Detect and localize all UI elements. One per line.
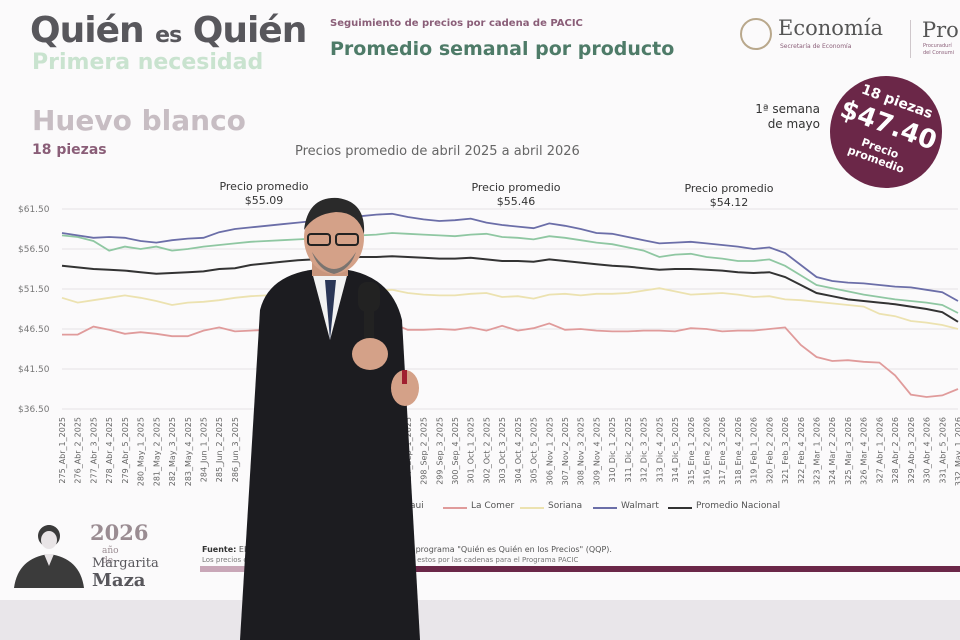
x-tick-label: 318_Ene_4_2026 — [734, 417, 743, 485]
x-tick-label: 310_Dic_1_2025 — [608, 417, 617, 483]
series-line-promedio-nacional — [61, 255, 959, 323]
x-tick-label: 332_May_1_2026 — [954, 417, 960, 486]
header-title: Promedio semanal por producto — [330, 38, 675, 60]
x-tick-label: 324_Mar_2_2026 — [828, 417, 837, 485]
brand-logo: Quién es Quién — [30, 10, 307, 51]
gov-second-sub: Procuradurí del Consumi — [923, 43, 954, 56]
x-tick-label: 280_May_1_2025 — [137, 417, 146, 486]
x-tick-label: 282_May_3_2025 — [168, 417, 177, 486]
x-tick-label: 299_Sep_3_2025 — [435, 417, 444, 485]
x-tick-label: 303_Oct_3_2025 — [498, 417, 507, 484]
floor — [0, 600, 960, 640]
series-line-soriana — [61, 287, 959, 330]
week-label: 1ª semana de mayo — [755, 102, 820, 131]
x-tick-label: 305_Oct_5_2025 — [530, 417, 539, 484]
x-tick-label: 304_Oct_4_2025 — [514, 417, 523, 484]
presentation-screen: Quién es Quién Primera necesidad Seguimi… — [14, 10, 960, 591]
y-tick-label: $61.50 — [18, 205, 50, 215]
header-subtitle: Seguimiento de precios por cadena de PAC… — [330, 18, 583, 29]
x-tick-label: 306_Nov_1_2025 — [545, 417, 554, 485]
x-tick-label: 278_Abr_4_2025 — [105, 417, 114, 484]
y-tick-label: $51.50 — [18, 285, 50, 295]
brand-subtitle: Primera necesidad — [32, 50, 264, 75]
x-tick-label: 302_Oct_2_2025 — [482, 417, 491, 484]
x-tick-label: 326_Mar_4_2026 — [860, 417, 869, 485]
x-tick-label: 281_May_2_2025 — [152, 417, 161, 486]
x-tick-label: 300_Sep_4_2025 — [451, 417, 460, 485]
footer-note: Los precios corr estos por las cadenas pa… — [202, 556, 579, 564]
y-tick-label: $56.50 — [18, 245, 50, 255]
product-pieces: 18 piezas — [32, 142, 107, 158]
average-annotation: Precio promedio $55.09 — [219, 180, 309, 207]
gov-name: Economía — [778, 16, 884, 40]
price-line-chart: $61.50 $56.50 $51.50 $46.50 $41.50 $36.50 275_… — [18, 205, 960, 486]
x-tick-label: 307_Nov_2_2025 — [561, 417, 570, 485]
x-tick-label: 277_Abr_3_2025 — [89, 417, 98, 484]
portrait-icon — [14, 525, 84, 588]
x-tick-label: 301_Oct_1_2025 — [467, 417, 476, 484]
x-tick-label: 317_Ene_3_2026 — [718, 417, 727, 485]
gov-second-name: Pro — [922, 18, 959, 42]
x-tick-label: 316_Ene_2_2026 — [702, 417, 711, 485]
y-tick-label: $36.50 — [18, 405, 50, 415]
series-line-chedraui — [61, 232, 959, 314]
chart-title: Precios promedio de abril 2025 a abril 2… — [295, 144, 580, 159]
x-tick-label: 276_Abr_2_2025 — [74, 417, 83, 484]
footer-bar — [200, 566, 960, 572]
gov-secretariat: Secretaría de Economía — [780, 43, 852, 50]
x-tick-label: 279_Abr_5_2025 — [121, 417, 130, 484]
product-name: Huevo blanco — [32, 104, 246, 137]
x-tick-label: 309_Nov_4_2025 — [592, 417, 601, 485]
x-tick-label: 325_Mar_3_2026 — [844, 417, 853, 485]
x-tick-label: 308_Nov_3_2025 — [577, 417, 586, 485]
x-tick-label: 311_Dic_2_2025 — [624, 417, 633, 483]
average-annotation: Precio promedio $55.46 — [471, 181, 561, 208]
x-tick-label: 330_Abr_4_2026 — [923, 417, 932, 484]
y-tick-label: $41.50 — [18, 365, 50, 375]
x-tick-label: 275_Abr_1_2025 — [58, 417, 67, 484]
x-tick-label: 319_Feb_1_2026 — [750, 417, 759, 484]
x-tick-label: 328_Abr_2_2026 — [891, 417, 900, 484]
average-annotation: Precio promedio $54.12 — [684, 182, 774, 209]
x-tick-label: 331_Abr_5_2026 — [938, 417, 947, 484]
x-tick-label: 322_Feb_4_2026 — [797, 417, 806, 484]
x-tick-label: 283_May_4_2025 — [184, 417, 193, 486]
x-tick-label: 320_Feb_2_2026 — [765, 417, 774, 484]
x-tick-label: 313_Dic_4_2025 — [655, 417, 664, 483]
x-tick-label: 323_Mar_1_2026 — [813, 417, 822, 485]
price-badge: 18 piezas $47.40 Precio promedio — [830, 76, 942, 188]
x-tick-label: 329_Abr_3_2026 — [907, 417, 916, 484]
logo-divider — [910, 20, 911, 58]
x-tick-label: 314_Dic_5_2025 — [671, 417, 680, 483]
series-line-la-comer — [62, 322, 959, 398]
x-tick-label: 315_Ene_1_2026 — [687, 417, 696, 485]
series-line-walmart — [61, 212, 959, 302]
x-tick-label: 284_Jun_1_2025 — [199, 417, 208, 482]
presenter-figure — [240, 197, 420, 640]
x-tick-label: 286_Jun_3_2025 — [231, 417, 240, 482]
x-tick-label: 312_Dic_3_2025 — [640, 417, 649, 483]
y-tick-label: $46.50 — [18, 325, 50, 335]
x-tick-label: 327_Abr_1_2026 — [875, 417, 884, 484]
x-tick-label: 321_Feb_3_2026 — [781, 417, 790, 484]
x-tick-label: 298_Sep_2_2025 — [420, 417, 429, 485]
seal-icon — [740, 18, 772, 50]
x-tick-label: 285_Jun_2_2025 — [215, 417, 224, 482]
